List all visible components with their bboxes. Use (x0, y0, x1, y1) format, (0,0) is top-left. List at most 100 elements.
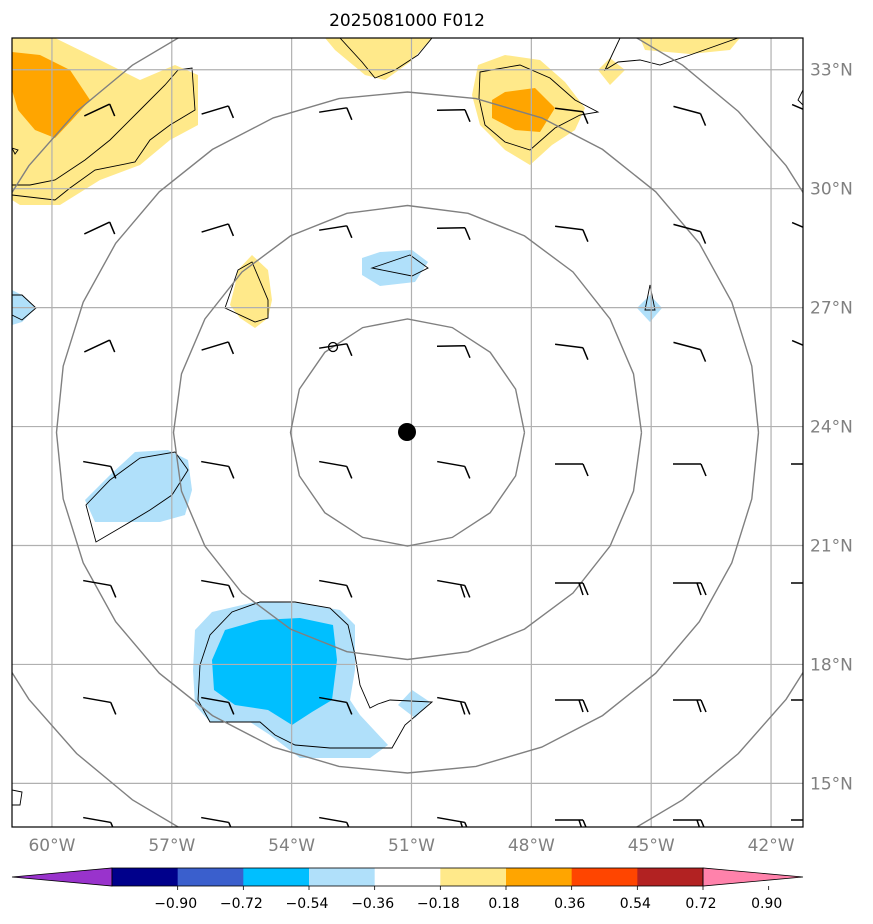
wind-barb (555, 819, 587, 827)
lon-tick-label: 54°W (268, 836, 315, 856)
colorbar-bin (506, 868, 573, 886)
wind-barb (436, 345, 471, 359)
strong-positive-region-ne (492, 88, 555, 132)
colorbar-tick-label: 0.54 (620, 896, 651, 912)
lon-tick-label: 51°W (388, 836, 435, 856)
wind-barb (791, 103, 803, 110)
lat-tick-label: 33°N (810, 61, 853, 81)
wind-barb (319, 579, 353, 598)
plot-area (12, 38, 803, 827)
range-ring (172, 204, 643, 661)
colorbar-bin (309, 868, 376, 886)
contour-line-ne-2 (603, 38, 739, 72)
wind-barb (83, 221, 116, 235)
negative-region-west (85, 450, 192, 522)
wind-barb (201, 579, 235, 598)
wind-barb (201, 696, 235, 715)
wind-barb (555, 107, 589, 124)
wind-barb (201, 341, 235, 355)
lat-tick-label: 21°N (810, 536, 853, 556)
wind-barb (319, 107, 353, 121)
range-ring (55, 91, 760, 774)
wind-barb (673, 699, 707, 713)
wind-barb (673, 105, 707, 126)
positive-region-top-right (640, 38, 740, 54)
strong-positive-region-nw (12, 52, 90, 138)
colorbar-tick-label: 0.90 (751, 896, 782, 912)
wind-barb (83, 696, 117, 715)
lon-tick-label: 45°W (628, 836, 675, 856)
wind-barb (555, 225, 589, 242)
storm-center-marker (398, 423, 416, 441)
colorbar-tick-label: −0.36 (351, 896, 394, 912)
negative-region-east-small (637, 295, 662, 322)
colorbar-bin (177, 868, 244, 886)
colorbar-bin (243, 868, 310, 886)
lat-tick-label: 24°N (810, 418, 853, 438)
wind-barb (319, 816, 350, 827)
small-circle-marker (327, 341, 339, 353)
wind-barb (319, 696, 353, 715)
contour-line-east-edge (797, 89, 803, 106)
wind-barb (83, 460, 117, 479)
colorbar-over-arrow (702, 867, 804, 887)
wind-barbs (83, 103, 803, 827)
wind-barb (791, 582, 803, 584)
map-title: 2025081000 F012 (329, 11, 485, 31)
colorbar (11, 867, 804, 890)
range-ring (289, 318, 526, 547)
wind-barb (201, 105, 235, 119)
wind-barb (437, 579, 471, 598)
colorbar-tick-label: 0.36 (554, 896, 585, 912)
contour-line-sw-coast (12, 789, 23, 806)
wind-barb (791, 699, 803, 701)
contour-line-ne-3 (370, 254, 429, 277)
wind-barb (673, 463, 707, 477)
range-ring (12, 38, 803, 827)
contour-line-nw (12, 67, 196, 201)
colorbar-tick-label: 0.72 (685, 896, 716, 912)
wind-barb (201, 223, 235, 237)
colorbar-tick-label: −0.18 (417, 896, 460, 912)
lat-tick-label: 27°N (810, 299, 853, 319)
wind-barb (437, 816, 468, 827)
shaded-fields (12, 38, 740, 758)
wind-barb (555, 699, 589, 713)
lon-tick-label: 42°W (748, 836, 795, 856)
colorbar-tick-labels: −0.90 −0.72 −0.54 −0.36 −0.18 0.18 0.36 0.54 0.7… (154, 896, 782, 912)
wind-barb (319, 343, 353, 357)
wind-barb (555, 582, 589, 596)
lat-tick-label: 30°N (810, 180, 853, 200)
contour-line-south (197, 601, 434, 749)
wind-barb (201, 816, 232, 827)
colorbar-bin (440, 868, 507, 886)
colorbar-bin (112, 868, 179, 886)
range-rings (12, 38, 803, 827)
positive-region-n (325, 38, 432, 80)
colorbar-tick-label: −0.90 (154, 896, 197, 912)
colorbar-frame (111, 867, 704, 887)
wind-barb (83, 339, 116, 353)
wind-barb (555, 463, 589, 477)
wind-barb (436, 109, 471, 123)
wind-barb (201, 460, 235, 479)
lon-tick-label: 60°W (28, 836, 75, 856)
wind-barb (437, 696, 471, 715)
contour-line-ne (478, 64, 600, 151)
lon-tick-label: 57°W (148, 836, 195, 856)
strong-negative-region-south (212, 618, 337, 725)
wind-barb (83, 103, 116, 117)
longitude-labels: 60°W 57°W 54°W 51°W 48°W 45°W 42°W (28, 836, 794, 856)
lat-tick-label: 18°N (810, 655, 853, 675)
colorbar-bin (637, 868, 704, 886)
contour-line-west-small (12, 147, 19, 155)
wind-barb (83, 816, 114, 827)
lat-tick-label: 15°N (810, 774, 853, 794)
wind-barb (319, 225, 353, 239)
wind-barb (673, 582, 707, 596)
positive-region-small-ne (598, 58, 625, 85)
colorbar-tick-label: −0.54 (286, 896, 329, 912)
negative-region-south-small (398, 690, 430, 718)
wind-barb (83, 579, 117, 598)
wind-barb (436, 227, 471, 241)
